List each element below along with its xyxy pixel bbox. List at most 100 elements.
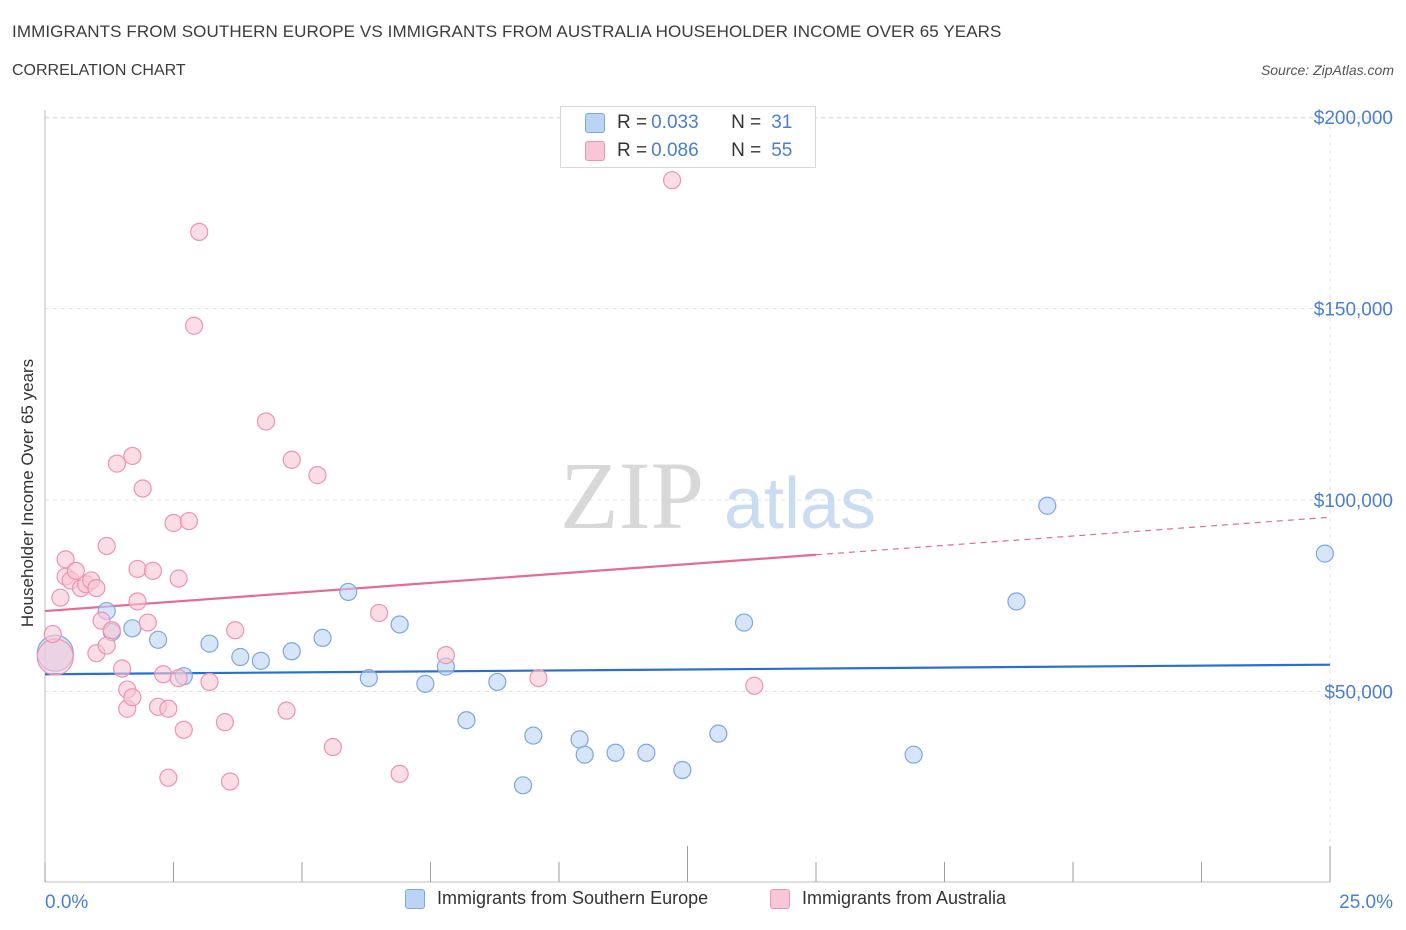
point-australia (390, 764, 409, 783)
point-southern-europe (606, 743, 625, 762)
point-australia (662, 171, 682, 190)
data-points (36, 171, 1334, 795)
point-australia (184, 316, 204, 335)
legend-swatch-pink (770, 888, 790, 909)
point-australia (128, 592, 147, 611)
point-australia (200, 672, 219, 692)
point-australia (112, 659, 132, 678)
trend-australia (44, 553, 817, 613)
watermark: ZIP atlas (560, 442, 876, 549)
point-australia (56, 550, 75, 569)
point-australia (107, 454, 127, 473)
point-southern-europe (904, 745, 923, 764)
point-australia (123, 688, 142, 707)
x-tick-label-max: 25.0% (1339, 892, 1393, 913)
point-australia (36, 638, 74, 676)
r-label: R = (617, 140, 648, 161)
y-tick-label: $100,000 (1314, 491, 1393, 512)
point-australia (277, 701, 296, 720)
point-australia (128, 559, 147, 579)
y-tick-labels: $50,000 $100,000 $150,000 $200,000 (1314, 108, 1393, 704)
point-australia (66, 561, 85, 580)
point-australia (97, 536, 116, 556)
point-australia (138, 613, 157, 632)
n-label: N = (731, 140, 762, 161)
pink-swatch (585, 141, 605, 161)
point-southern-europe (313, 628, 332, 647)
point-australia (190, 222, 209, 241)
point-southern-europe (282, 642, 301, 661)
point-australia (308, 466, 327, 485)
point-southern-europe (231, 647, 250, 667)
point-southern-europe (570, 730, 589, 749)
legend-swatch-blue (405, 888, 425, 909)
point-australia (169, 569, 188, 588)
point-southern-europe (200, 634, 219, 653)
point-australia (159, 768, 178, 787)
point-southern-europe (1315, 544, 1334, 563)
point-australia (256, 412, 276, 431)
y-tick-label: $150,000 (1314, 300, 1393, 321)
point-southern-europe (524, 726, 543, 745)
trend-australia-dashed (815, 516, 1331, 556)
n-label: N = (731, 112, 762, 133)
point-southern-europe (1038, 496, 1057, 515)
point-southern-europe (1007, 592, 1026, 611)
point-australia (220, 772, 240, 791)
stats-row-australia: R = 0.086 N = 55 (585, 140, 792, 162)
point-southern-europe (488, 672, 507, 692)
r-value: 0.086 (651, 140, 699, 161)
point-southern-europe (457, 711, 476, 730)
point-southern-europe (673, 760, 692, 780)
trend-lines (44, 516, 1331, 676)
point-australia (179, 511, 199, 531)
point-southern-europe (359, 668, 378, 688)
bottom-legend: Immigrants from Southern Europe Immigran… (0, 888, 1406, 918)
point-australia (133, 479, 152, 498)
point-australia (436, 646, 456, 665)
y-tick-label: $50,000 (1324, 683, 1393, 704)
point-australia (159, 699, 178, 718)
legend-item-southern-europe[interactable]: Immigrants from Southern Europe (405, 888, 708, 909)
watermark-zip: ZIP (560, 442, 704, 549)
point-australia (97, 636, 116, 655)
point-australia (164, 513, 183, 533)
point-australia (102, 621, 121, 640)
point-australia (87, 578, 106, 598)
point-australia (215, 713, 234, 732)
n-value: 55 (771, 140, 793, 161)
point-australia (174, 720, 193, 739)
chart-title: IMMIGRANTS FROM SOUTHERN EUROPE VS IMMIG… (12, 22, 1002, 41)
point-australia (169, 668, 188, 688)
point-southern-europe (339, 582, 358, 602)
point-australia (43, 624, 62, 644)
point-australia (370, 603, 389, 623)
stats-row-southern-europe: R = 0.033 N = 31 (585, 112, 792, 134)
point-australia (154, 665, 173, 684)
legend-label: Immigrants from Australia (802, 888, 1007, 908)
r-label: R = (617, 112, 648, 133)
x-tick-labels: 0.0% 25.0% (45, 892, 1393, 913)
point-southern-europe (709, 724, 728, 743)
point-australia (143, 561, 163, 580)
point-southern-europe (251, 651, 270, 670)
point-southern-europe (734, 613, 754, 632)
legend-item-australia[interactable]: Immigrants from Australia (770, 888, 1006, 909)
y-axis-label: Householder Income Over 65 years (18, 359, 37, 627)
y-tick-label: $200,000 (1314, 108, 1393, 129)
point-australia (226, 621, 245, 640)
point-southern-europe (123, 619, 142, 638)
stats-legend: R = 0.033 N = 31 R = 0.086 N = 55 (560, 106, 816, 168)
n-value: 31 (771, 112, 793, 133)
point-southern-europe (390, 615, 409, 634)
trend-southern-europe (44, 663, 1331, 676)
legend-label: Immigrants from Southern Europe (437, 888, 709, 908)
chart-subtitle: CORRELATION CHART (12, 62, 186, 79)
blue-swatch (585, 113, 605, 133)
point-australia (323, 737, 342, 757)
point-australia (51, 588, 70, 607)
gridlines (45, 116, 1395, 882)
point-southern-europe (148, 630, 168, 649)
point-southern-europe (513, 776, 533, 795)
